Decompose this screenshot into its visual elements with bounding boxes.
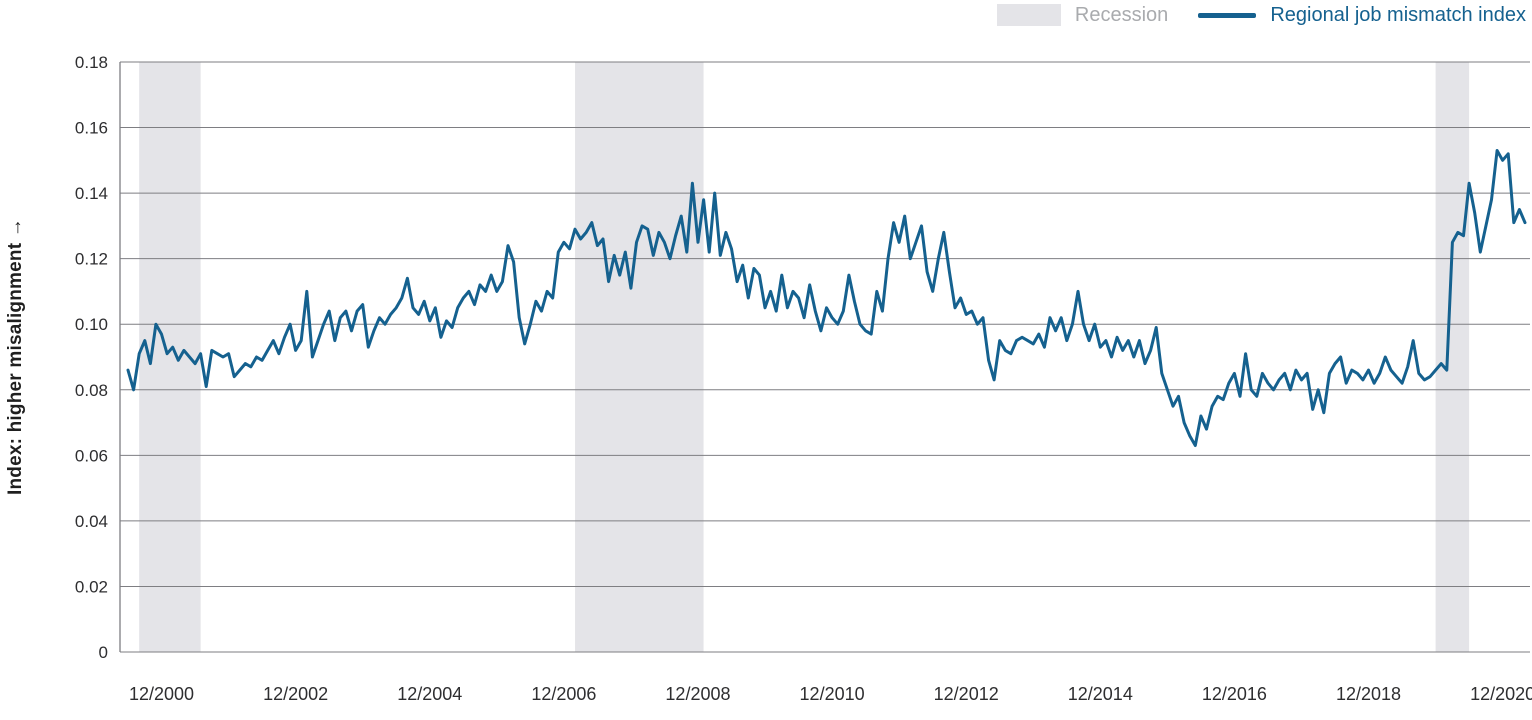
x-tick-label: 12/2016: [1202, 684, 1267, 704]
legend-item-series: Regional job mismatch index: [1198, 2, 1526, 28]
legend-item-recession: Recession: [996, 2, 1169, 28]
x-tick-label: 12/2018: [1336, 684, 1401, 704]
legend-label-series: Regional job mismatch index: [1270, 4, 1526, 26]
y-tick-label: 0: [99, 643, 108, 662]
y-tick-label: 0.10: [75, 315, 108, 334]
y-tick-label: 0.18: [75, 53, 108, 72]
x-tick-label: 12/2020: [1470, 684, 1532, 704]
recession-band: [575, 62, 704, 652]
y-tick-label: 0.08: [75, 381, 108, 400]
series-line-swatch: [1198, 12, 1257, 18]
recession-band: [1435, 62, 1470, 652]
x-tick-label: 12/2006: [531, 684, 596, 704]
legend: Recession Regional job mismatch index: [996, 2, 1526, 28]
y-tick-label: 0.06: [75, 446, 108, 465]
x-tick-label: 12/2000: [129, 684, 194, 704]
y-axis-title: Index: higher misalignment →: [5, 218, 26, 496]
legend-label-recession: Recession: [1074, 4, 1169, 26]
x-tick-label: 12/2008: [665, 684, 730, 704]
x-tick-label: 12/2014: [1068, 684, 1133, 704]
y-tick-label: 0.14: [75, 184, 108, 203]
y-tick-label: 0.02: [75, 577, 108, 596]
x-tick-label: 12/2012: [934, 684, 999, 704]
y-tick-label: 0.04: [75, 512, 108, 531]
recession-swatch: [996, 4, 1061, 26]
y-tick-label: 0.16: [75, 119, 108, 138]
x-tick-label: 12/2002: [263, 684, 328, 704]
series-line: [126, 149, 1527, 447]
x-tick-label: 12/2004: [397, 684, 462, 704]
x-tick-label: 12/2010: [800, 684, 865, 704]
y-tick-label: 0.12: [75, 250, 108, 269]
